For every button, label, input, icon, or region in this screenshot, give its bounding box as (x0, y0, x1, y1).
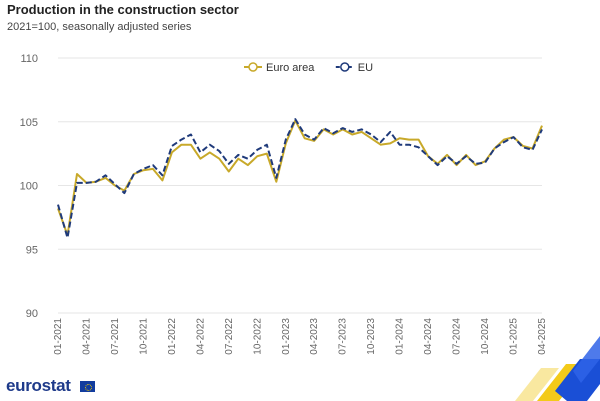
x-tick-label: 04-2025 (537, 318, 548, 355)
x-tick-label: 07-2021 (110, 318, 121, 355)
x-tick-label: 01-2023 (281, 318, 292, 355)
x-tick-label: 01-2021 (53, 318, 64, 355)
x-tick-label: 07-2024 (452, 318, 463, 355)
x-tick-label: 04-2023 (309, 318, 320, 355)
x-tick-label: 01-2024 (395, 318, 406, 355)
x-tick-label: 07-2023 (338, 318, 349, 355)
legend-label-euro-area: Euro area (266, 62, 315, 74)
x-tick-label: 10-2023 (366, 318, 377, 355)
series-line-euro-area (57, 119, 543, 237)
x-tick-label: 04-2024 (423, 318, 434, 355)
x-tick-label: 10-2024 (480, 318, 491, 355)
legend-marker-euro-area (248, 62, 258, 72)
x-tick-label: 04-2022 (195, 318, 206, 355)
logo-text: eurostat (6, 376, 71, 395)
x-tick-label: 04-2021 (81, 318, 92, 355)
chart-title: Production in the construction sector (7, 2, 239, 17)
chart-subtitle: 2021=100, seasonally adjusted series (7, 21, 192, 33)
y-tick-label: 95 (26, 244, 38, 256)
y-tick-label: 110 (20, 53, 38, 65)
eurostat-logo: eurostat (6, 376, 71, 396)
x-tick-label: 10-2022 (252, 318, 263, 355)
y-tick-label: 105 (20, 117, 38, 129)
y-tick-label: 90 (26, 308, 38, 320)
brand-stripes-icon (515, 336, 600, 401)
x-tick-label: 07-2022 (224, 318, 235, 355)
y-tick-label: 100 (20, 181, 38, 193)
x-tick-label: 10-2021 (138, 318, 149, 355)
series-line-eu (57, 118, 543, 239)
legend-marker-eu (340, 62, 350, 72)
legend-label-eu: EU (358, 62, 373, 74)
eu-flag-icon (80, 381, 95, 392)
x-tick-label: 01-2022 (167, 318, 178, 355)
x-tick-label: 01-2025 (509, 318, 520, 355)
